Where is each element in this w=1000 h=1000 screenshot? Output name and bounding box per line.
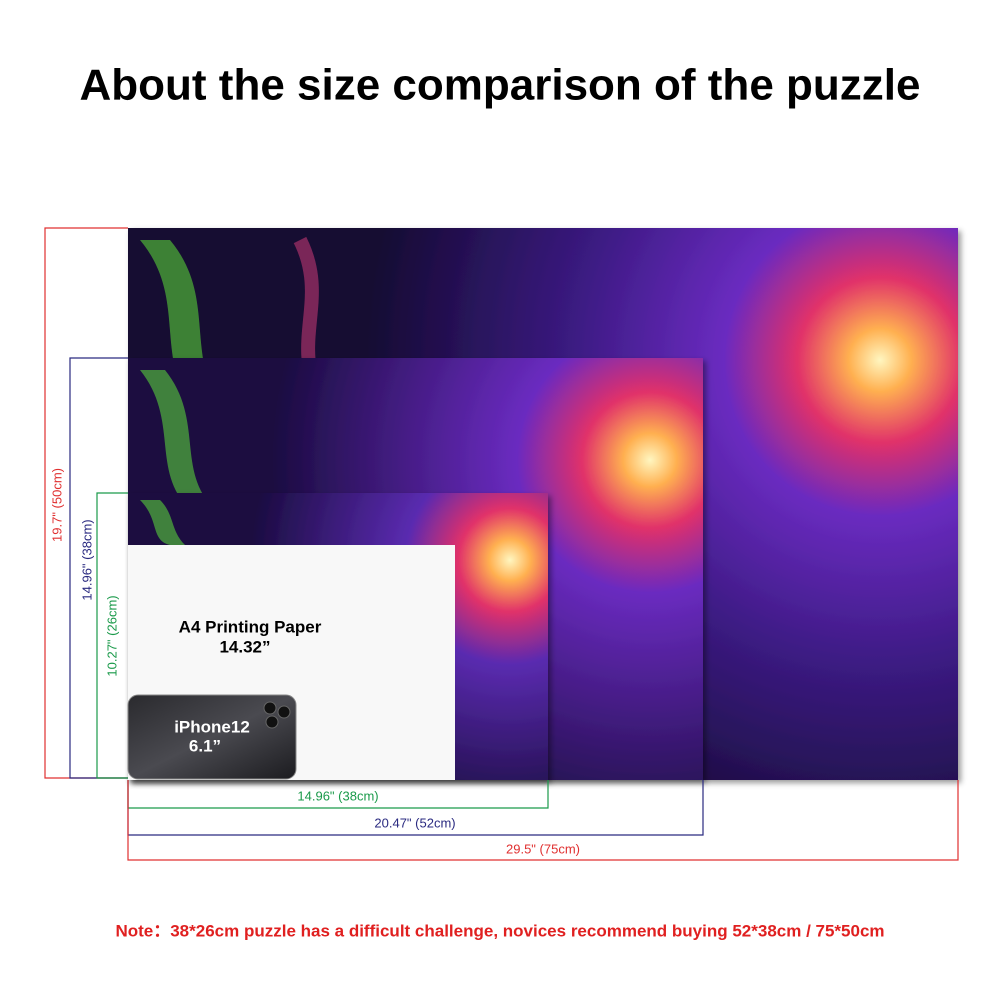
iphone [127, 694, 297, 780]
note: Note：38*26cm puzzle has a difficult chal… [115, 921, 884, 940]
camera [263, 701, 291, 729]
height-label: 14.96" (38cm) [79, 519, 94, 600]
paper-label: A4 Printing Paper [179, 617, 322, 636]
height-label: 19.7" (50cm) [49, 468, 64, 542]
width-label: 14.96" (38cm) [297, 788, 378, 803]
paper-size: 14.32” [219, 637, 270, 656]
title: About the size comparison of the puzzle [80, 61, 921, 110]
width-label: 29.5" (75cm) [506, 841, 580, 856]
phone-label: iPhone12 [174, 717, 250, 736]
phone-size: 6.1” [189, 736, 221, 755]
dimension-lines [44, 227, 959, 861]
width-label: 20.47" (52cm) [374, 815, 455, 830]
height-label: 10.27" (26cm) [104, 595, 119, 676]
